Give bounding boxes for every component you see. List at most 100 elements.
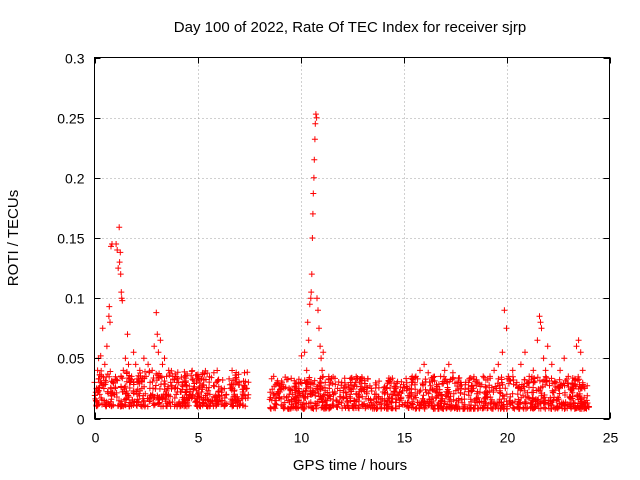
data-point: [306, 376, 312, 383]
data-point: [342, 389, 349, 395]
data-point: [466, 377, 473, 383]
data-point: [521, 376, 528, 383]
data-point: [485, 401, 491, 408]
data-point: [201, 370, 208, 377]
data-point: [495, 375, 502, 382]
data-point: [163, 373, 170, 380]
data-point: [515, 385, 522, 392]
data-point: [123, 378, 130, 385]
data-point: [429, 386, 436, 393]
data-point: [215, 389, 222, 395]
data-point: [223, 400, 230, 407]
data-point: [437, 373, 444, 380]
data-point: [514, 391, 521, 398]
data-point: [272, 381, 279, 388]
data-point: [420, 392, 427, 399]
data-point: [461, 391, 468, 398]
data-point: [293, 385, 300, 392]
data-point: [534, 337, 541, 344]
data-point: [236, 402, 243, 409]
data-point: [163, 402, 170, 409]
data-point: [155, 349, 162, 356]
data-point: [474, 379, 481, 386]
data-point: [350, 403, 356, 410]
data-point: [544, 343, 551, 350]
data-point: [111, 391, 118, 398]
data-point: [440, 405, 447, 412]
data-point: [357, 376, 364, 382]
data-point: [136, 367, 143, 374]
data-point: [556, 390, 563, 397]
data-point: [322, 379, 329, 386]
data-point: [442, 376, 449, 383]
data-point: [572, 376, 578, 383]
data-point: [301, 404, 308, 411]
data-point: [99, 396, 105, 403]
data-point: [113, 376, 120, 383]
data-point: [202, 397, 209, 404]
data-point: [105, 313, 112, 320]
data-point: [514, 404, 521, 411]
data-point: [152, 385, 159, 392]
data-point: [107, 368, 114, 375]
data-point: [552, 379, 559, 386]
data-point: [536, 313, 543, 320]
data-point: [356, 379, 363, 386]
data-point: [441, 400, 448, 407]
data-point: [131, 398, 138, 405]
data-point: [311, 156, 318, 163]
data-point: [507, 393, 514, 400]
data-point: [226, 381, 233, 388]
data-point: [94, 367, 101, 374]
data-point: [193, 371, 200, 378]
data-point: [388, 405, 395, 411]
data-point: [274, 377, 281, 384]
data-point: [408, 379, 415, 386]
data-point: [522, 349, 528, 356]
data-point: [153, 309, 160, 316]
data-point: [497, 390, 504, 397]
data-point: [237, 401, 244, 408]
data-point: [393, 405, 399, 412]
data-point: [213, 398, 220, 405]
data-point: [343, 383, 349, 390]
y-tick-label: 0.05: [57, 351, 84, 367]
data-point: [162, 391, 169, 398]
data-point: [561, 355, 568, 362]
data-point: [278, 381, 285, 388]
data-point: [501, 405, 507, 412]
x-tick-label: 0: [92, 430, 100, 446]
data-point: [575, 373, 582, 380]
data-point: [569, 385, 576, 392]
data-point: [239, 389, 246, 395]
data-point: [392, 392, 399, 399]
data-points: [91, 111, 592, 412]
data-point: [554, 405, 561, 412]
data-point: [486, 388, 493, 395]
data-point: [211, 393, 217, 400]
data-point: [207, 398, 214, 405]
data-point: [374, 405, 381, 412]
data-point: [102, 377, 109, 384]
data-point: [115, 265, 122, 272]
data-point: [311, 136, 318, 143]
data-point: [367, 404, 374, 411]
data-point: [116, 224, 123, 231]
data-point: [166, 372, 173, 379]
data-point: [375, 393, 382, 400]
data-point: [308, 391, 315, 398]
data-point: [433, 381, 440, 388]
data-point: [531, 375, 538, 382]
y-tick-label: 0.3: [65, 51, 85, 67]
grid: [94, 57, 610, 419]
data-point: [141, 397, 147, 404]
data-point: [215, 376, 222, 383]
data-point: [523, 399, 529, 406]
data-point: [488, 396, 495, 403]
data-point: [410, 395, 417, 402]
data-point: [202, 376, 209, 383]
data-point: [379, 395, 386, 402]
data-point: [300, 388, 307, 395]
data-point: [92, 389, 99, 396]
data-point: [150, 402, 157, 409]
